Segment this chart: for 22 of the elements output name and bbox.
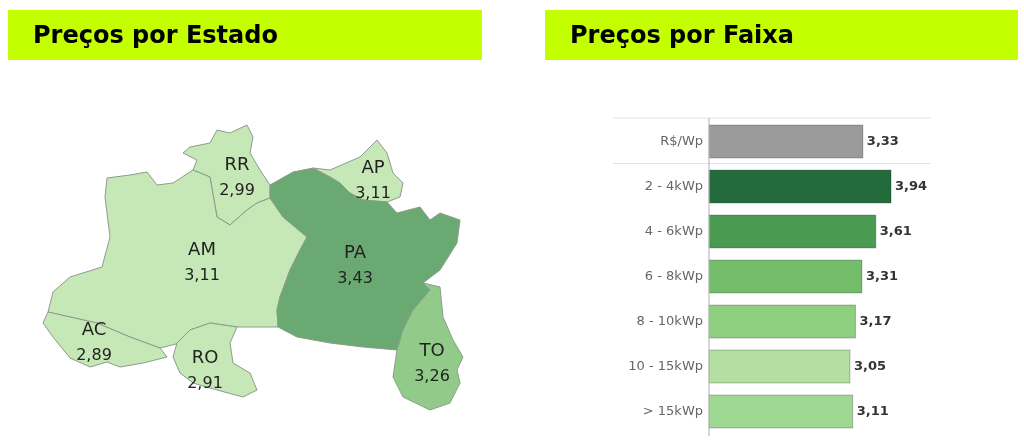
y-tick-label: 6 - 8kWp [644,268,703,283]
chart-title: Preços por Faixa [570,21,795,49]
y-tick-label: 8 - 10kWp [636,313,703,328]
data-label: 3,31 [865,268,898,283]
bar [708,124,864,159]
bar [708,394,854,429]
y-tick-label: 4 - 6kWp [644,223,703,238]
y-tick-label: 10 - 15kWp [628,358,703,373]
data-label: 3,33 [866,133,899,148]
data-label: 3,61 [879,223,912,238]
bar [708,169,892,204]
bar [708,304,856,339]
data-label: 3,05 [853,358,886,373]
bar [708,259,863,294]
data-label: 3,17 [859,313,892,328]
y-tick-label: R$/Wp [660,133,703,148]
y-tick-label: > 15kWp [642,403,703,418]
y-tick-label: 2 - 4kWp [644,178,703,193]
data-label: 3,11 [856,403,889,418]
bar [708,349,851,384]
bar [708,214,877,249]
data-label: 3,94 [895,178,928,193]
